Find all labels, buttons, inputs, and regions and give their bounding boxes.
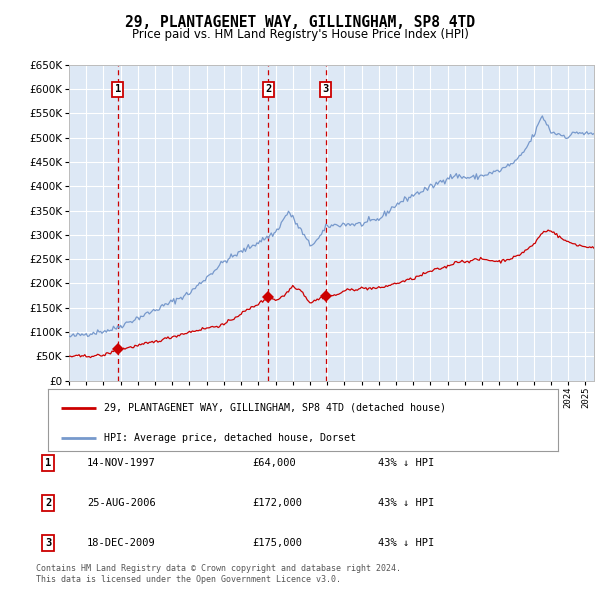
Text: This data is licensed under the Open Government Licence v3.0.: This data is licensed under the Open Gov… [36,575,341,584]
Text: Price paid vs. HM Land Registry's House Price Index (HPI): Price paid vs. HM Land Registry's House … [131,28,469,41]
Text: 43% ↓ HPI: 43% ↓ HPI [378,458,434,468]
Text: 3: 3 [323,84,329,94]
Text: 3: 3 [45,538,51,548]
Text: 29, PLANTAGENET WAY, GILLINGHAM, SP8 4TD (detached house): 29, PLANTAGENET WAY, GILLINGHAM, SP8 4TD… [104,403,446,413]
Text: Contains HM Land Registry data © Crown copyright and database right 2024.: Contains HM Land Registry data © Crown c… [36,565,401,573]
Text: £172,000: £172,000 [252,498,302,507]
Text: HPI: Average price, detached house, Dorset: HPI: Average price, detached house, Dors… [104,432,356,442]
Text: 25-AUG-2006: 25-AUG-2006 [87,498,156,507]
Text: 1: 1 [115,84,121,94]
Text: £64,000: £64,000 [252,458,296,468]
Text: 2: 2 [265,84,272,94]
Text: £175,000: £175,000 [252,538,302,548]
Text: 43% ↓ HPI: 43% ↓ HPI [378,498,434,507]
Text: 18-DEC-2009: 18-DEC-2009 [87,538,156,548]
Text: 1: 1 [45,458,51,468]
Text: 14-NOV-1997: 14-NOV-1997 [87,458,156,468]
Text: 29, PLANTAGENET WAY, GILLINGHAM, SP8 4TD: 29, PLANTAGENET WAY, GILLINGHAM, SP8 4TD [125,15,475,30]
Text: 2: 2 [45,498,51,507]
Text: 43% ↓ HPI: 43% ↓ HPI [378,538,434,548]
